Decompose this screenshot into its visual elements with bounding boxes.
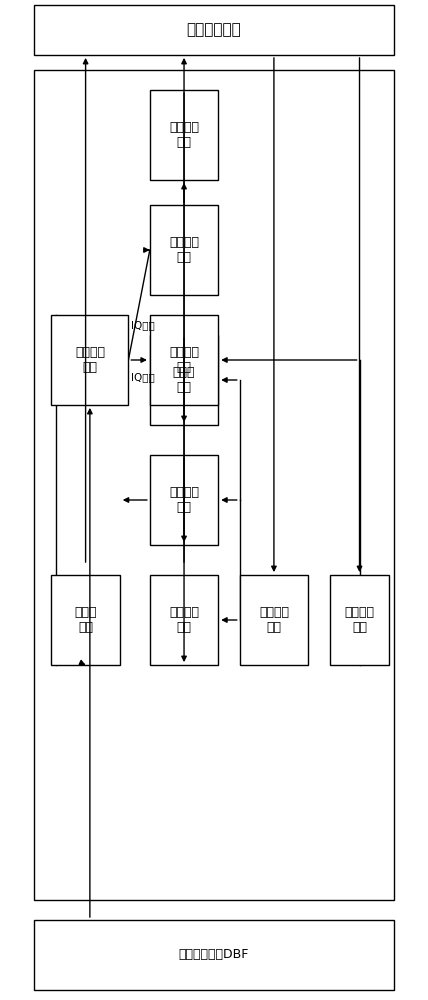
Text: 信号处理
模块: 信号处理 模块 [169, 486, 199, 514]
Text: 数字波束合成DBF: 数字波束合成DBF [179, 948, 249, 962]
FancyBboxPatch shape [34, 920, 394, 990]
Text: 信号存储
模块: 信号存储 模块 [169, 346, 199, 374]
Text: 终端显控模块: 终端显控模块 [187, 22, 241, 37]
Text: 质量控制
模块: 质量控制 模块 [169, 606, 199, 634]
Text: 参数配置
模块: 参数配置 模块 [259, 606, 289, 634]
FancyBboxPatch shape [51, 575, 120, 665]
Text: IQ信号: IQ信号 [131, 320, 154, 330]
Text: 信号接收
模块: 信号接收 模块 [75, 346, 105, 374]
Text: 脉冲压缩
模块: 脉冲压缩 模块 [169, 121, 199, 149]
FancyBboxPatch shape [330, 575, 389, 665]
Text: 信号分析
模块: 信号分析 模块 [169, 236, 199, 264]
FancyBboxPatch shape [150, 315, 218, 405]
FancyBboxPatch shape [51, 315, 128, 405]
Text: 信号回放
模块: 信号回放 模块 [345, 606, 374, 634]
Text: 滤波器
模块: 滤波器 模块 [173, 366, 195, 394]
FancyBboxPatch shape [240, 575, 308, 665]
FancyBboxPatch shape [150, 205, 218, 295]
FancyBboxPatch shape [150, 575, 218, 665]
Text: 晴空图
模块: 晴空图 模块 [74, 606, 97, 634]
FancyBboxPatch shape [150, 335, 218, 425]
Text: IQ信号: IQ信号 [131, 372, 154, 382]
FancyBboxPatch shape [34, 5, 394, 55]
FancyBboxPatch shape [150, 455, 218, 545]
FancyBboxPatch shape [34, 70, 394, 900]
FancyBboxPatch shape [150, 90, 218, 180]
